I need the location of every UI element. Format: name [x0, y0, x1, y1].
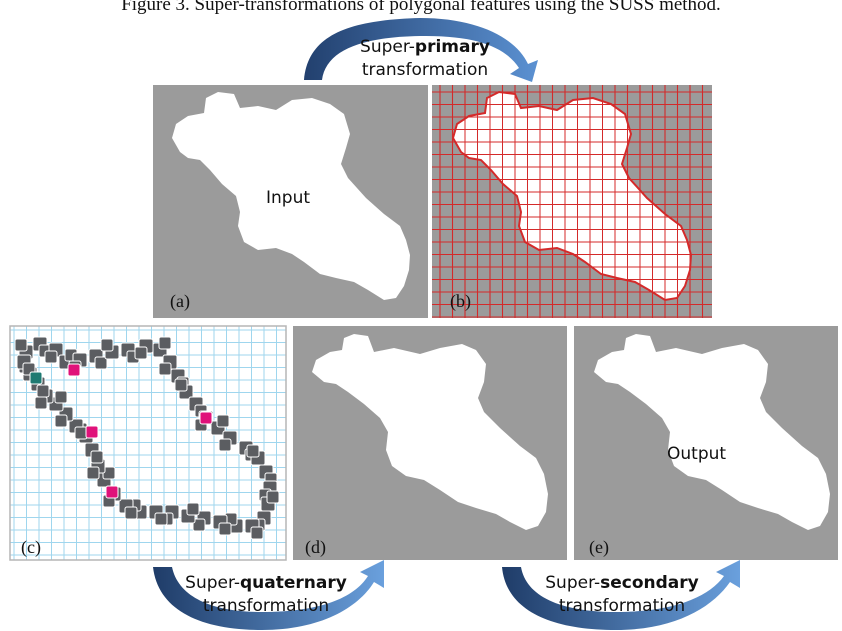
panel-c-tag: (c) [21, 537, 41, 558]
panel-e-tag: (e) [589, 537, 609, 558]
panel-d [293, 326, 567, 560]
highlight-cell-magenta [85, 425, 99, 439]
quaternary-arrow [153, 560, 384, 630]
ring-cell [54, 390, 68, 404]
highlight-cell-magenta [105, 485, 119, 499]
ring-cell [154, 512, 168, 526]
highlight-cell-magenta [199, 411, 213, 425]
ring-cell [246, 444, 260, 458]
panel-a-tag: (a) [170, 291, 190, 312]
primary-transformation-label: Super-primary transformation [340, 36, 510, 82]
primary-prefix: Super- [360, 37, 415, 57]
ring-cell [266, 490, 280, 504]
ring-cell [134, 346, 148, 360]
ring-cell [44, 350, 58, 364]
ring-cell [218, 522, 232, 536]
secondary-arrow [502, 560, 740, 630]
quaternary-emphasis: quaternary [240, 573, 347, 593]
highlight-cell-teal [29, 371, 43, 385]
panel-a-input-label: Input [266, 188, 310, 208]
secondary-suffix: transformation [558, 596, 686, 616]
ring-cell [158, 336, 172, 350]
highlight-cell-magenta [67, 363, 81, 377]
figure-caption: Figure 3. Super-transformations of polyg… [121, 0, 721, 15]
ring-cell [36, 384, 50, 398]
quaternary-transformation-label: Super-quaternary transformation [176, 572, 356, 618]
ring-cell [174, 378, 188, 392]
panel-a [153, 85, 428, 318]
ring-cell [100, 338, 114, 352]
ring-cell [216, 414, 230, 428]
panel-c [10, 326, 286, 560]
primary-suffix: transformation [361, 60, 489, 80]
primary-emphasis: primary [414, 37, 490, 57]
ring-cell [158, 362, 172, 376]
ring-cell [34, 396, 48, 410]
panel-d-tag: (d) [305, 537, 326, 558]
ring-cell [94, 356, 108, 370]
panel-c-border [9, 325, 287, 561]
secondary-prefix: Super- [545, 573, 601, 593]
ring-cell [54, 414, 68, 428]
ring-cell [124, 506, 138, 520]
panel-e [574, 326, 838, 560]
ring-cell [86, 466, 100, 480]
quaternary-suffix: transformation [202, 596, 330, 616]
ring-cell [74, 426, 88, 440]
primary-arrow [304, 18, 538, 82]
panel-b [432, 85, 712, 318]
secondary-transformation-label: Super-secondary transformation [532, 572, 712, 618]
panel-e-output-label: Output [667, 444, 726, 464]
quaternary-prefix: Super- [185, 573, 241, 593]
ring-cell [186, 502, 200, 516]
ring-cell [250, 526, 264, 540]
ring-cell [192, 518, 206, 532]
ring-cell [218, 438, 232, 452]
ring-cell [14, 338, 28, 352]
secondary-emphasis: secondary [600, 573, 699, 593]
ring-cell [90, 450, 104, 464]
panel-b-tag: (b) [450, 291, 471, 312]
panel-c-ring [14, 336, 280, 540]
